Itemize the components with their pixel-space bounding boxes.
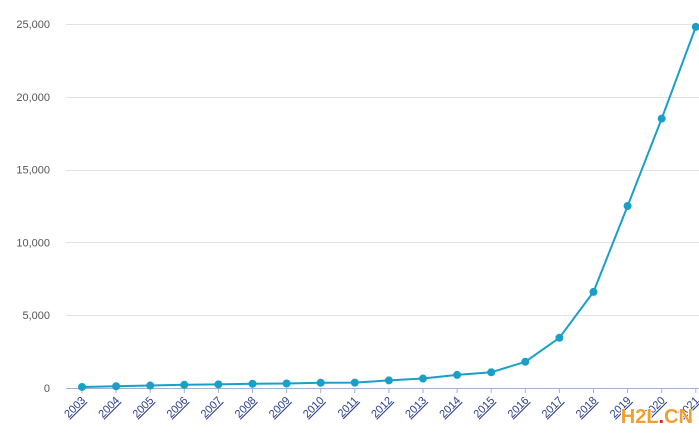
x-tick-label: 2013 (403, 395, 429, 421)
data-point (419, 374, 427, 383)
x-tick-label: 2012 (369, 395, 395, 421)
y-tick-label: 25,000 (16, 19, 50, 31)
x-tick-label: 2016 (506, 395, 532, 421)
x-tick-label: 2008 (233, 395, 259, 421)
data-point (453, 370, 462, 379)
data-point (248, 379, 257, 388)
x-tick-label: 2007 (199, 395, 225, 421)
x-tick-label: 2006 (165, 395, 191, 421)
x-tick-label: 2009 (267, 395, 293, 421)
x-tick-label: 2003 (62, 395, 88, 421)
x-tick-label: 2015 (472, 395, 498, 421)
x-tick-label: 2011 (336, 395, 361, 420)
data-point (112, 382, 121, 391)
data-point (78, 382, 86, 391)
x-tick-label: 2010 (301, 395, 327, 421)
data-point (214, 380, 223, 389)
y-tick-label: 15,000 (16, 165, 50, 177)
data-point (623, 202, 632, 210)
data-point (691, 22, 699, 31)
x-tick-label: 2004 (96, 395, 122, 421)
watermark-main: H2L (620, 406, 659, 428)
y-tick-label: 20,000 (16, 92, 50, 104)
y-axis-ticks: 0 5,000 10,000 15,000 20,000 25,000 (16, 19, 50, 395)
series-line (81, 26, 697, 388)
data-point (589, 287, 598, 296)
data-point (657, 114, 666, 123)
watermark-logo: H2L.CN (621, 406, 693, 429)
watermark-dot: . (658, 406, 665, 428)
data-point (180, 380, 189, 389)
data-point (146, 381, 155, 390)
series-points (78, 22, 699, 391)
x-tick-label: 2018 (574, 395, 600, 421)
x-axis-ticks: 2003 2004 2005 2006 2007 2008 2009 2010 2011 2012… (62, 388, 699, 420)
x-tick-label: 2017 (540, 395, 566, 421)
data-point (316, 378, 325, 387)
y-tick-label: 10,000 (16, 237, 50, 249)
data-point (521, 357, 530, 366)
x-tick-label: 2005 (131, 395, 157, 421)
gridlines (66, 24, 699, 316)
watermark-tld: CN (664, 406, 693, 428)
data-point (384, 376, 393, 385)
data-point (555, 333, 564, 342)
data-point (350, 378, 359, 387)
data-point (282, 379, 291, 388)
data-point (487, 368, 496, 377)
y-tick-label: 0 (44, 383, 50, 395)
x-tick-label: 2014 (437, 395, 463, 421)
y-tick-label: 5,000 (22, 310, 50, 322)
